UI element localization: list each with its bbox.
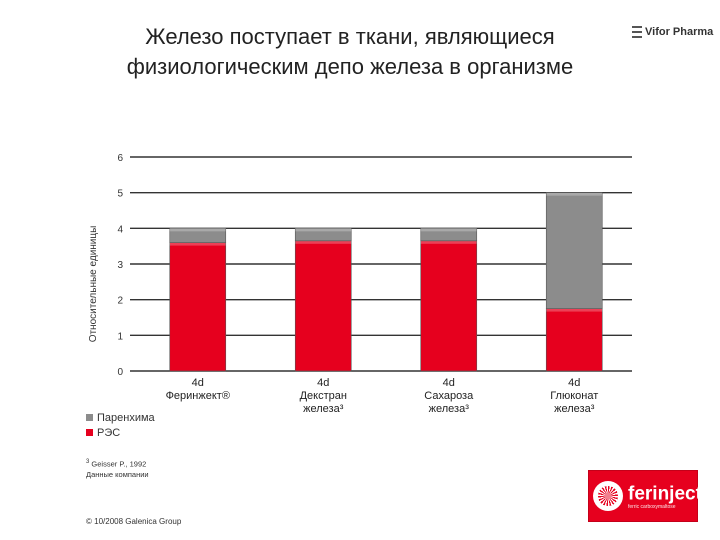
- logo-text: ferinject® ferric carboxymaltose: [628, 481, 707, 511]
- page-title: Железо поступает в ткани, являющиеся физ…: [60, 22, 640, 82]
- legend-swatch: [86, 429, 93, 436]
- footnote-marker: 3: [86, 459, 90, 465]
- menu-lines-icon: [632, 26, 642, 38]
- sunburst-emblem-icon: [593, 481, 623, 511]
- chart-legend: Паренхима РЭС: [86, 410, 155, 440]
- x-category-label: железа³: [303, 403, 344, 415]
- x-category-label: железа³: [429, 403, 470, 415]
- y-tick-label: 0: [117, 367, 123, 378]
- footnote: 3 Geisser P., 1992 Данные компании: [86, 457, 149, 480]
- x-category-label: Глюконат: [550, 390, 598, 402]
- ferinject-logo: ferinject® ferric carboxymaltose: [588, 470, 707, 522]
- legend-label: РЭС: [97, 426, 121, 439]
- bar-highlight: [546, 308, 603, 312]
- x-category-label: 4d: [317, 377, 329, 389]
- bar-res: [169, 242, 227, 372]
- legend-swatch: [86, 414, 93, 421]
- x-category-label: 4d: [443, 377, 455, 389]
- title-line-2: физиологическим депо железа в организме: [126, 54, 574, 79]
- bar-parenchyma: [545, 192, 603, 309]
- bar-highlight: [295, 240, 352, 244]
- bar-res: [420, 240, 478, 372]
- brand-logo: Vifor Pharma: [632, 26, 713, 38]
- copyright-text: © 10/2008 Galenica Group: [86, 517, 182, 526]
- x-category-label: Сахароза: [424, 390, 474, 402]
- logo-word: ferinject: [628, 483, 702, 505]
- bar-parenchyma: [294, 228, 352, 242]
- x-category-label: 4d: [568, 377, 580, 389]
- bar-highlight: [169, 228, 226, 232]
- legend-item-parenchyma: Паренхима: [86, 410, 155, 425]
- logo-registered: ®: [701, 486, 708, 494]
- bar-parenchyma: [169, 228, 227, 243]
- y-tick-label: 3: [117, 260, 123, 271]
- brand-name: Vifor Pharma: [645, 26, 714, 38]
- bar-highlight: [546, 192, 603, 196]
- y-tick-label: 5: [117, 189, 123, 200]
- bar-res: [545, 308, 603, 372]
- x-category-label: Декстран: [300, 390, 347, 402]
- footnote-company-data: Данные компании: [86, 469, 149, 479]
- y-tick-label: 2: [117, 296, 123, 307]
- x-category-label: железа³: [554, 403, 595, 415]
- bar-highlight: [169, 242, 226, 246]
- bar-highlight: [295, 228, 352, 232]
- y-tick-label: 1: [117, 331, 123, 342]
- y-tick-label: 4: [117, 224, 123, 235]
- footnote-source: Geisser P., 1992: [89, 459, 147, 469]
- legend-label: Паренхима: [97, 411, 155, 424]
- y-axis-label: Относительные единицы: [88, 226, 99, 343]
- x-category-label: Феринжект®: [166, 390, 230, 402]
- bar-res: [294, 240, 352, 372]
- bar-parenchyma: [420, 228, 478, 242]
- bar-highlight: [420, 240, 477, 244]
- y-tick-label: 6: [117, 153, 123, 164]
- bar-highlight: [420, 228, 477, 232]
- title-line-1: Железо поступает в ткани, являющиеся: [145, 24, 555, 49]
- x-category-label: 4d: [192, 377, 204, 389]
- legend-item-res: РЭС: [86, 425, 155, 440]
- logo-subtitle: ferric carboxymaltose: [628, 504, 676, 511]
